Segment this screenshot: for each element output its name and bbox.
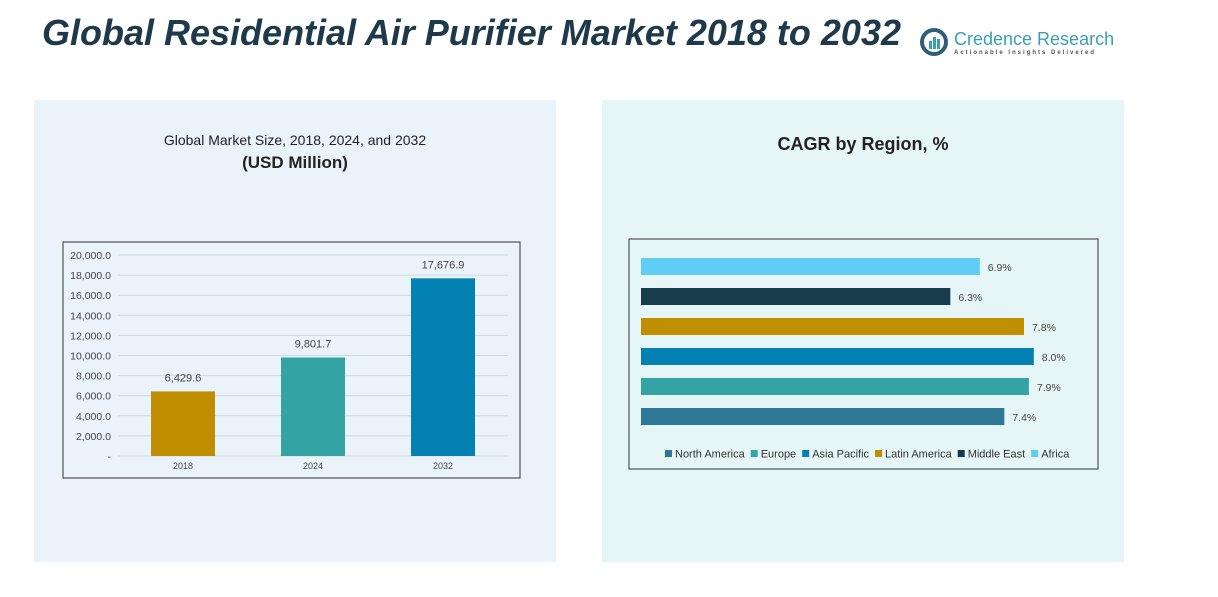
legend-item: Latin America <box>885 449 953 461</box>
logo-name: Credence Research <box>954 28 1115 49</box>
data-label: 8.0% <box>1042 352 1066 364</box>
y-tick-label: 18,000.0 <box>70 270 111 282</box>
y-tick-label: 8,000.0 <box>76 371 111 383</box>
plot-frame <box>628 238 1099 470</box>
data-label: 9,801.7 <box>295 338 332 350</box>
x-tick-label: 2024 <box>303 461 323 471</box>
legend-swatch <box>957 450 965 457</box>
data-label: 17,676.9 <box>422 259 465 271</box>
data-label: 6,429.6 <box>165 372 202 384</box>
data-label: 6.9% <box>988 262 1012 274</box>
y-tick-label: 14,000.0 <box>70 310 111 322</box>
legend-item: Africa <box>1041 449 1070 461</box>
legend-swatch <box>750 450 758 457</box>
y-tick-label: 6,000.0 <box>76 391 111 403</box>
bar-middle-east <box>641 288 951 305</box>
logo-icon <box>920 28 948 56</box>
legend-item: North America <box>675 449 746 461</box>
bar-2018 <box>151 391 215 456</box>
y-tick-label: 2,000.0 <box>76 431 111 443</box>
bar-europe <box>641 378 1029 395</box>
legend-swatch <box>875 450 883 457</box>
y-tick-label: 16,000.0 <box>70 290 111 302</box>
legend-item: Europe <box>761 449 796 461</box>
y-tick-label: 10,000.0 <box>70 351 111 363</box>
data-label: 6.3% <box>958 292 982 304</box>
y-tick-label: 20,000.0 <box>70 250 111 262</box>
legend-swatch <box>802 450 810 457</box>
chart-title: CAGR by Region, % <box>777 134 949 154</box>
chart-subtitle: (USD Million) <box>242 153 348 172</box>
bar-asia-pacific <box>641 348 1034 365</box>
logo: Credence Research Actionable Insights De… <box>920 28 1114 56</box>
bar-africa <box>641 258 980 275</box>
x-tick-label: 2018 <box>173 461 193 471</box>
legend-swatch <box>1031 450 1039 457</box>
bar-latin-america <box>641 318 1024 335</box>
legend-item: Middle East <box>968 449 1025 461</box>
chart-title: Global Market Size, 2018, 2024, and 2032 <box>163 132 427 148</box>
bar-north-america <box>641 408 1005 425</box>
y-tick-label: 4,000.0 <box>76 411 111 423</box>
y-tick-label: 12,000.0 <box>70 330 111 342</box>
bar-2032 <box>411 278 475 456</box>
data-label: 7.9% <box>1037 382 1061 394</box>
bar-2024 <box>281 357 345 456</box>
legend-item: Asia Pacific <box>812 449 869 461</box>
y-tick-label: - <box>108 451 112 463</box>
legend-swatch <box>665 450 672 457</box>
data-label: 7.4% <box>1012 412 1036 424</box>
page-title: Global Residential Air Purifier Market 2… <box>42 12 901 53</box>
logo-tagline: Actionable Insights Delivered <box>954 49 1097 56</box>
plot-frame <box>62 241 521 479</box>
data-label: 7.8% <box>1032 322 1056 334</box>
x-tick-label: 2032 <box>433 461 453 471</box>
